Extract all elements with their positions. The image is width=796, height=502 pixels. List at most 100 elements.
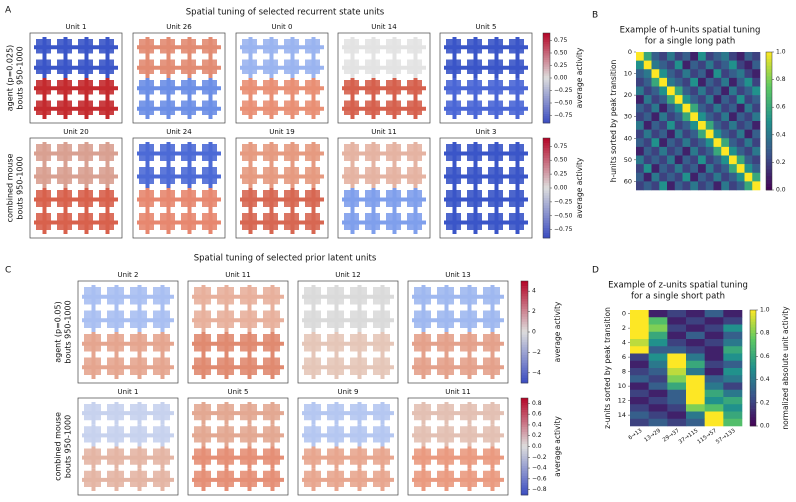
heatmap-cell — [686, 382, 705, 391]
heatmap-cell — [723, 404, 743, 412]
heatmap-cell — [648, 310, 668, 318]
colorbar-swatch — [766, 145, 772, 149]
heatmap-cell — [630, 375, 649, 383]
maze-corridor — [63, 142, 68, 165]
colorbar-swatch — [521, 405, 528, 408]
heatmap-cell — [721, 121, 730, 130]
maze-corridor — [201, 468, 206, 491]
colorbar-swatch — [766, 141, 772, 146]
colorbar-swatch — [543, 218, 550, 221]
colorbar-swatch — [543, 225, 550, 229]
heatmap-cell — [667, 317, 687, 325]
y-tick-label: 50 — [624, 156, 632, 164]
colorbar-swatch — [521, 470, 528, 474]
maze-corridor — [42, 57, 47, 78]
maze-corridor — [248, 211, 253, 234]
heatmap-cell — [729, 77, 738, 87]
colorbar-swatch — [521, 422, 528, 425]
colorbar-swatch — [750, 394, 756, 398]
heatmap-cell — [752, 77, 761, 87]
maze-corridor — [91, 285, 96, 309]
panel-title: for a single long path — [645, 37, 736, 47]
maze-corridor — [515, 165, 520, 188]
heatmap-cell — [659, 112, 668, 122]
colorbar-swatch — [543, 163, 550, 166]
maze-corridor — [350, 211, 355, 234]
colorbar-swatch — [543, 100, 550, 104]
heatmap-cell — [705, 129, 714, 139]
heatmap-cell — [704, 331, 724, 340]
maze-corridor — [137, 446, 142, 469]
heatmap-cell — [636, 69, 645, 79]
heatmap-cell — [667, 52, 676, 61]
maze-corridor — [208, 57, 213, 78]
maze-corridor — [290, 98, 295, 119]
heatmap-cell — [736, 86, 745, 96]
colorbar-swatch — [521, 453, 528, 457]
heatmap-cell — [659, 146, 668, 156]
maze-corridor — [380, 285, 385, 309]
heatmap-cell — [705, 121, 714, 130]
maze-corridor — [201, 355, 206, 379]
heatmap-cell — [721, 181, 730, 191]
maze-corridor — [350, 78, 355, 99]
colorbar-swatch — [543, 195, 550, 199]
maze-corridor — [270, 308, 275, 332]
colorbar-swatch — [521, 309, 528, 312]
maze-corridor — [334, 355, 339, 379]
heatmap-cell — [674, 60, 683, 70]
heatmap-cell — [686, 339, 705, 347]
maze-corridor — [334, 285, 339, 309]
colorbar-swatch — [543, 205, 550, 209]
colorbar-swatch — [521, 444, 528, 447]
maze-corridor — [114, 308, 119, 332]
colorbar-tick-label: −0.6 — [532, 475, 547, 482]
heatmap-cell — [713, 86, 722, 96]
heatmap-cell — [682, 112, 691, 122]
heatmap-cell — [648, 418, 668, 427]
map-title: Unit 20 — [63, 128, 88, 136]
heatmap-cell — [659, 60, 668, 70]
maze-corridor — [311, 308, 316, 332]
maze-corridor — [490, 468, 495, 491]
heatmap-cell — [667, 60, 676, 70]
colorbar-swatch — [750, 379, 756, 383]
maze-corridor — [42, 165, 47, 188]
colorbar-swatch — [750, 373, 756, 377]
map-title: Unit 12 — [335, 271, 360, 279]
maze-corridor — [311, 211, 316, 234]
maze-corridor — [137, 355, 142, 379]
maze-corridor — [494, 98, 499, 119]
heatmap-cell — [705, 112, 714, 122]
heatmap-cell — [713, 164, 722, 174]
maze-corridor — [269, 142, 274, 165]
map-title: Unit 2 — [118, 271, 139, 279]
heatmap-cell — [721, 95, 730, 105]
colorbar-swatch — [750, 391, 756, 395]
heatmap-cell — [752, 181, 761, 191]
heatmap-cell — [744, 172, 753, 182]
heatmap-cell — [682, 164, 691, 174]
colorbar-swatch — [750, 356, 756, 360]
maze-corridor — [137, 332, 142, 356]
heatmap-cell — [667, 95, 676, 105]
heatmap-cell — [698, 77, 707, 87]
maze-corridor — [208, 78, 213, 99]
heatmap-cell — [721, 129, 730, 139]
heatmap-cell — [705, 181, 714, 191]
colorbar-swatch — [521, 490, 528, 493]
heatmap-cell — [729, 86, 738, 96]
colorbar-swatch — [543, 223, 550, 226]
maze-corridor — [114, 446, 119, 469]
heatmap-cell — [643, 172, 652, 182]
maze-corridor — [371, 98, 376, 119]
colorbar-swatch — [750, 330, 756, 334]
heatmap-cell — [636, 138, 645, 148]
heatmap-cell — [667, 375, 687, 383]
colorbar-swatch — [521, 414, 528, 418]
maze-corridor — [467, 468, 472, 491]
heatmap-cell — [723, 317, 743, 325]
maze-corridor — [105, 142, 110, 165]
y-tick-label: 8 — [622, 368, 626, 376]
colorbar-swatch — [521, 431, 528, 435]
